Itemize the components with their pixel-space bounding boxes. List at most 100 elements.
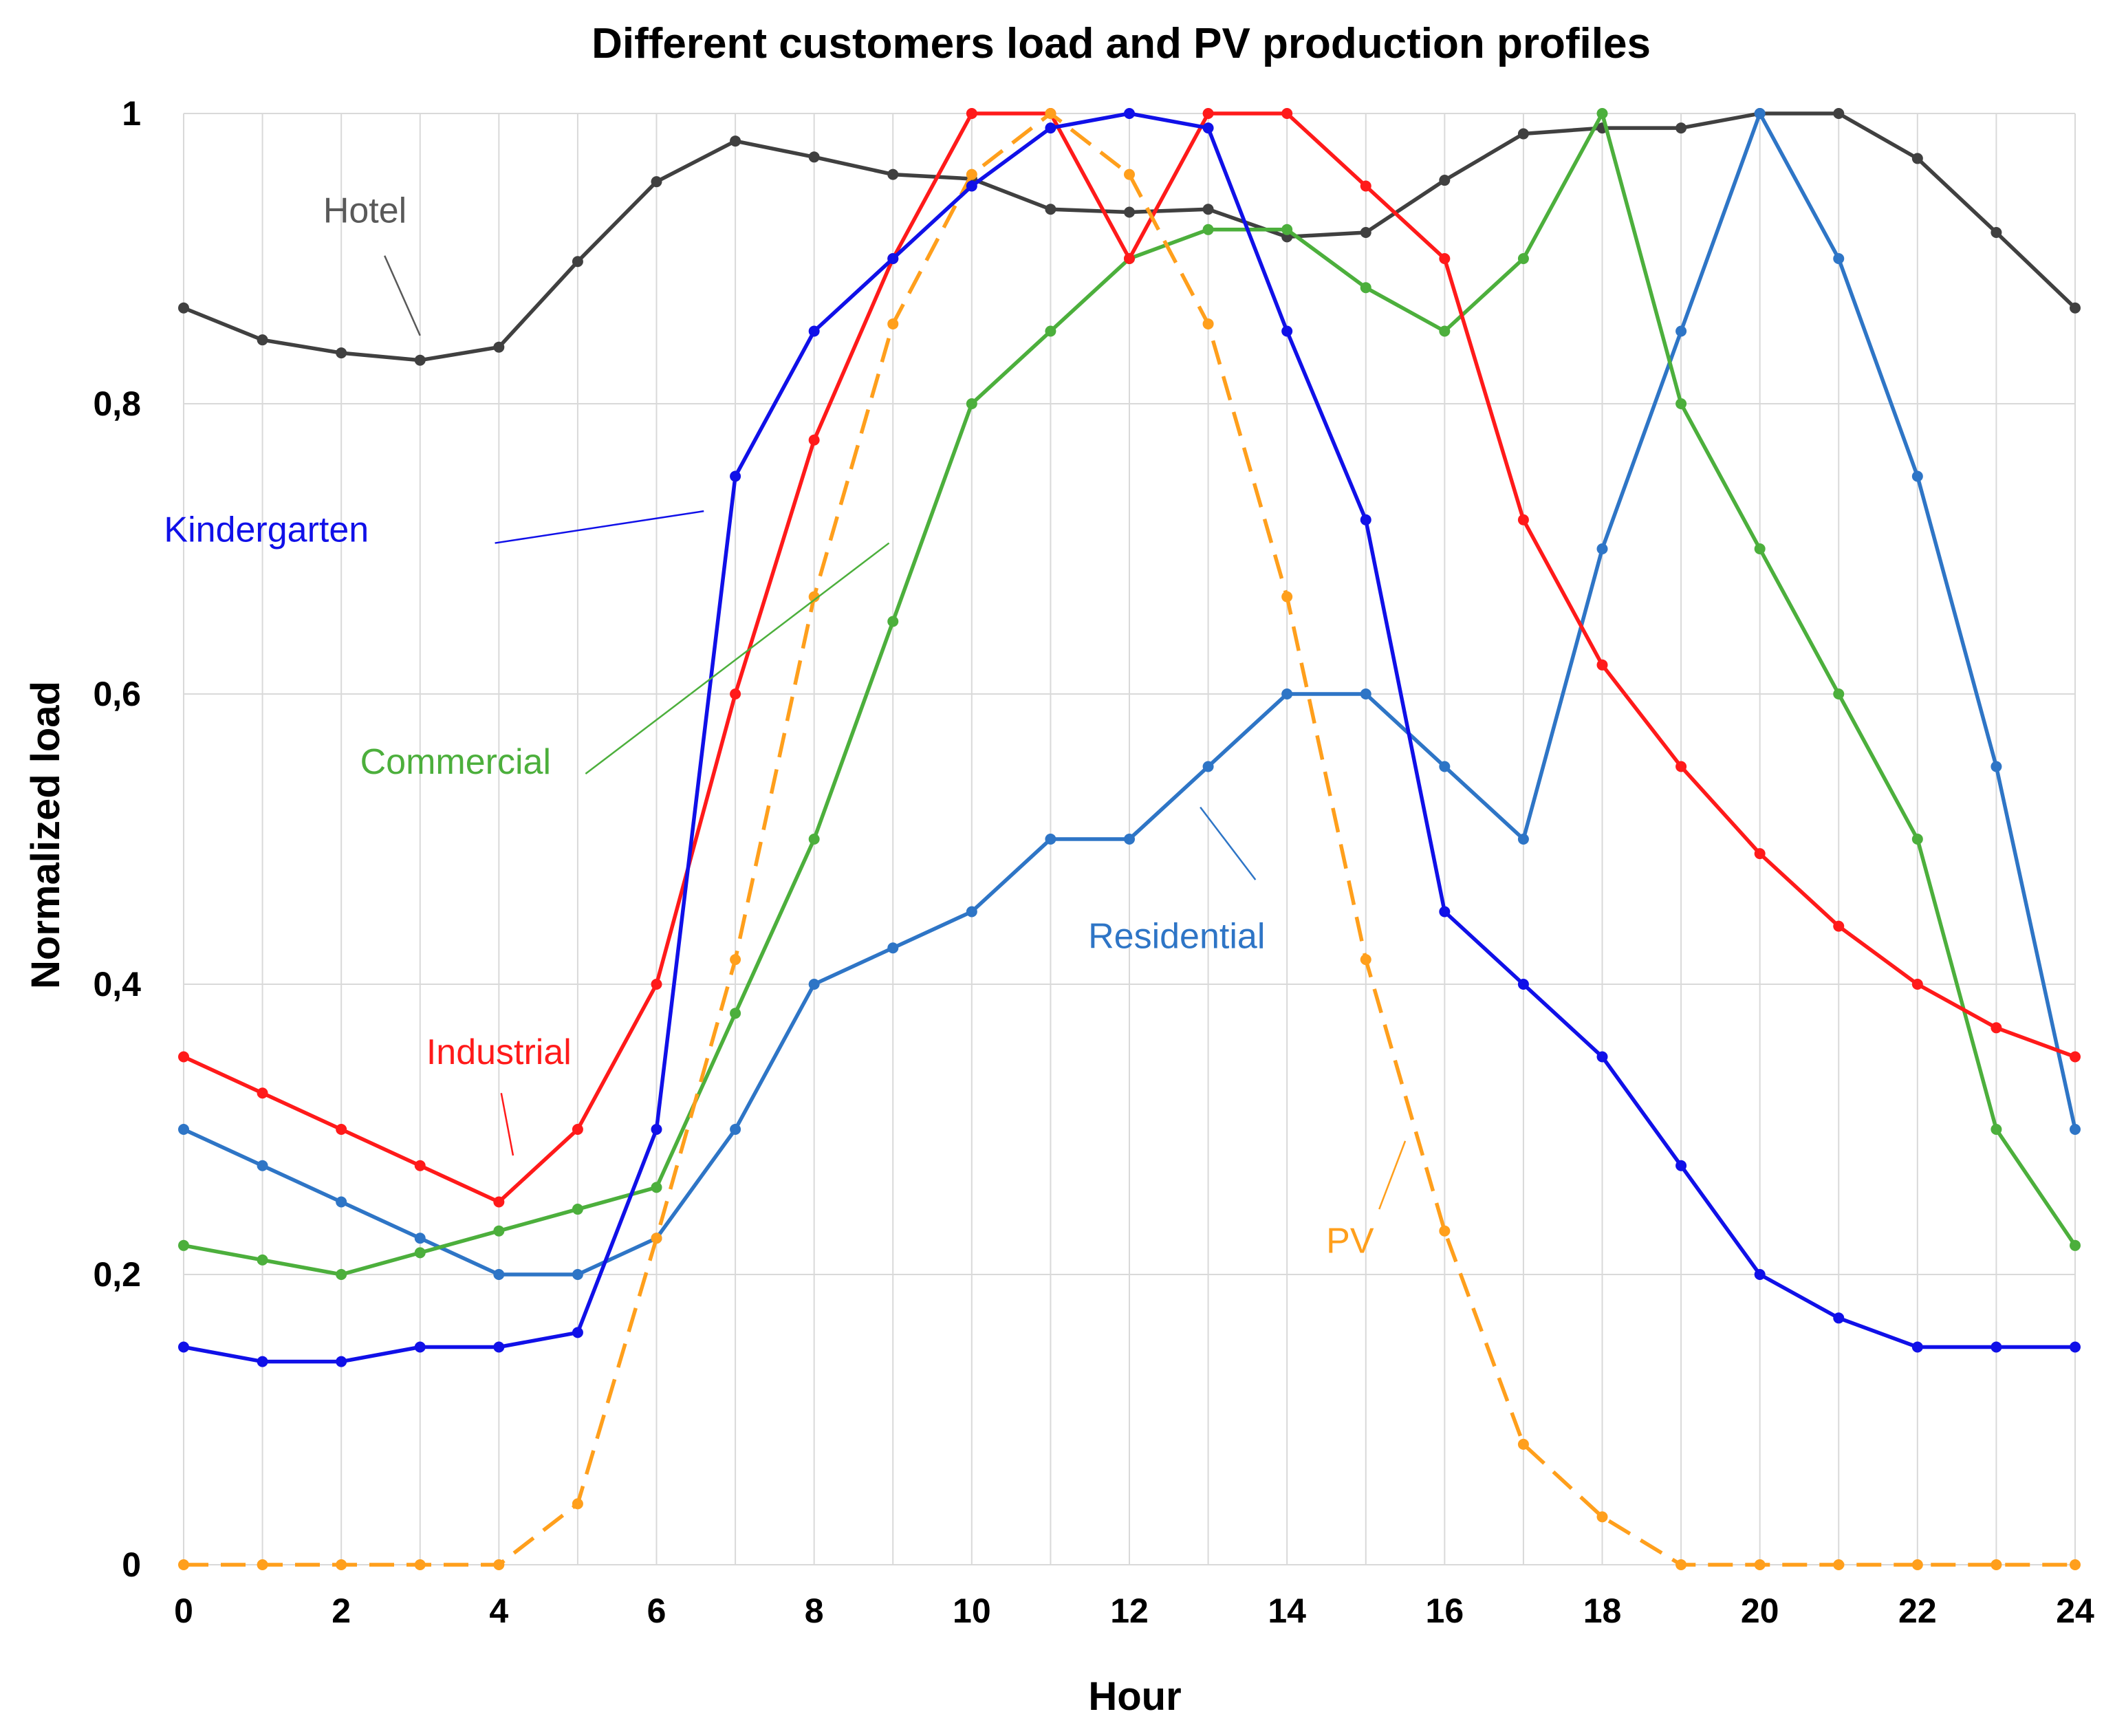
- x-tick-label: 16: [1426, 1592, 1464, 1630]
- x-tick-label: 0: [174, 1592, 193, 1630]
- data-point-kindergarten: [493, 1341, 505, 1353]
- annotation-label-hotel: Hotel: [323, 191, 406, 230]
- data-point-residential: [730, 1124, 741, 1135]
- series-kindergarten: [178, 108, 2081, 1367]
- data-point-kindergarten: [414, 1341, 426, 1353]
- annotation-hotel: Hotel: [323, 191, 421, 336]
- data-point-commercial: [1754, 543, 1766, 554]
- annotation-commercial: Commercial: [360, 542, 890, 782]
- data-point-hotel: [1911, 153, 1923, 164]
- data-point-residential: [1991, 761, 2002, 772]
- data-point-industrial: [414, 1160, 426, 1171]
- data-point-hotel: [1833, 108, 1845, 119]
- data-point-industrial: [1202, 108, 1214, 119]
- data-point-pv: [493, 1559, 505, 1570]
- y-tick-label: 0,2: [93, 1255, 141, 1294]
- data-point-pv: [1202, 318, 1214, 329]
- data-point-residential: [966, 906, 977, 918]
- annotation-industrial: Industrial: [426, 1032, 572, 1156]
- data-point-residential: [808, 979, 820, 990]
- data-point-kindergarten: [572, 1327, 583, 1338]
- data-point-residential: [414, 1233, 426, 1244]
- annotation-label-industrial: Industrial: [426, 1032, 572, 1072]
- data-point-hotel: [1675, 122, 1687, 134]
- annotation-label-residential: Residential: [1088, 916, 1265, 956]
- data-point-kindergarten: [257, 1356, 268, 1367]
- data-point-residential: [1281, 688, 1293, 699]
- series-group: [178, 108, 2081, 1570]
- data-point-kindergarten: [966, 180, 977, 192]
- data-point-hotel: [1991, 227, 2002, 239]
- data-point-commercial: [572, 1204, 583, 1215]
- data-point-kindergarten: [336, 1356, 347, 1367]
- x-tick-label: 22: [1898, 1592, 1937, 1630]
- data-point-residential: [257, 1160, 268, 1171]
- data-point-hotel: [414, 354, 426, 366]
- data-point-residential: [1833, 253, 1845, 264]
- x-tick-label: 24: [2056, 1592, 2094, 1630]
- data-point-residential: [1439, 761, 1451, 772]
- data-point-pv: [1281, 591, 1293, 603]
- y-tick-label: 0: [122, 1545, 141, 1584]
- data-point-industrial: [1754, 848, 1766, 860]
- data-point-kindergarten: [808, 325, 820, 337]
- annotation-line-kindergarten: [495, 510, 704, 544]
- data-point-hotel: [178, 302, 189, 314]
- data-point-commercial: [1911, 834, 1923, 845]
- data-point-residential: [1045, 834, 1056, 845]
- data-point-hotel: [1124, 206, 1135, 218]
- data-point-commercial: [1281, 224, 1293, 235]
- data-point-residential: [1675, 325, 1687, 337]
- y-tick-label: 0,8: [93, 384, 141, 423]
- data-point-industrial: [178, 1051, 189, 1063]
- data-point-commercial: [1439, 325, 1451, 337]
- series-industrial: [178, 108, 2081, 1208]
- data-point-kindergarten: [1360, 514, 1371, 525]
- data-point-kindergarten: [1991, 1341, 2002, 1353]
- data-point-residential: [2070, 1124, 2081, 1135]
- data-point-kindergarten: [1911, 1341, 1923, 1353]
- data-point-commercial: [2070, 1239, 2081, 1251]
- data-point-pv: [414, 1559, 426, 1570]
- data-point-hotel: [336, 347, 347, 359]
- data-point-pv: [572, 1498, 583, 1510]
- annotation-line-pv: [1378, 1140, 1407, 1210]
- data-point-commercial: [1202, 224, 1214, 235]
- data-point-residential: [1754, 108, 1766, 119]
- data-point-kindergarten: [730, 470, 741, 482]
- data-point-hotel: [2070, 302, 2081, 314]
- data-point-pv: [2070, 1559, 2081, 1570]
- data-point-pv: [1833, 1559, 1845, 1570]
- data-point-hotel: [1517, 128, 1529, 140]
- annotation-residential: Residential: [1088, 806, 1265, 956]
- annotation-line-industrial: [500, 1093, 514, 1156]
- data-point-industrial: [1596, 659, 1608, 671]
- data-point-industrial: [1360, 180, 1371, 192]
- x-tick-label: 14: [1268, 1592, 1306, 1630]
- data-point-kindergarten: [178, 1341, 189, 1353]
- series-residential: [178, 108, 2081, 1280]
- x-tick-label: 8: [805, 1592, 824, 1630]
- data-point-hotel: [572, 256, 583, 268]
- data-point-hotel: [1045, 204, 1056, 215]
- data-point-kindergarten: [651, 1124, 662, 1135]
- data-point-industrial: [651, 979, 662, 990]
- x-tick-label: 12: [1110, 1592, 1149, 1630]
- data-point-industrial: [493, 1196, 505, 1208]
- data-point-residential: [1202, 761, 1214, 772]
- data-point-kindergarten: [1439, 906, 1451, 918]
- data-point-industrial: [336, 1124, 347, 1135]
- data-point-pv: [1596, 1511, 1608, 1523]
- data-point-industrial: [1911, 979, 1923, 990]
- data-point-commercial: [336, 1269, 347, 1280]
- x-tick-label: 4: [489, 1592, 508, 1630]
- data-point-kindergarten: [887, 253, 899, 264]
- data-point-kindergarten: [1124, 108, 1135, 119]
- data-point-commercial: [1360, 282, 1371, 294]
- data-point-commercial: [887, 616, 899, 627]
- data-point-hotel: [808, 151, 820, 163]
- data-point-industrial: [966, 108, 977, 119]
- data-point-industrial: [1124, 253, 1135, 264]
